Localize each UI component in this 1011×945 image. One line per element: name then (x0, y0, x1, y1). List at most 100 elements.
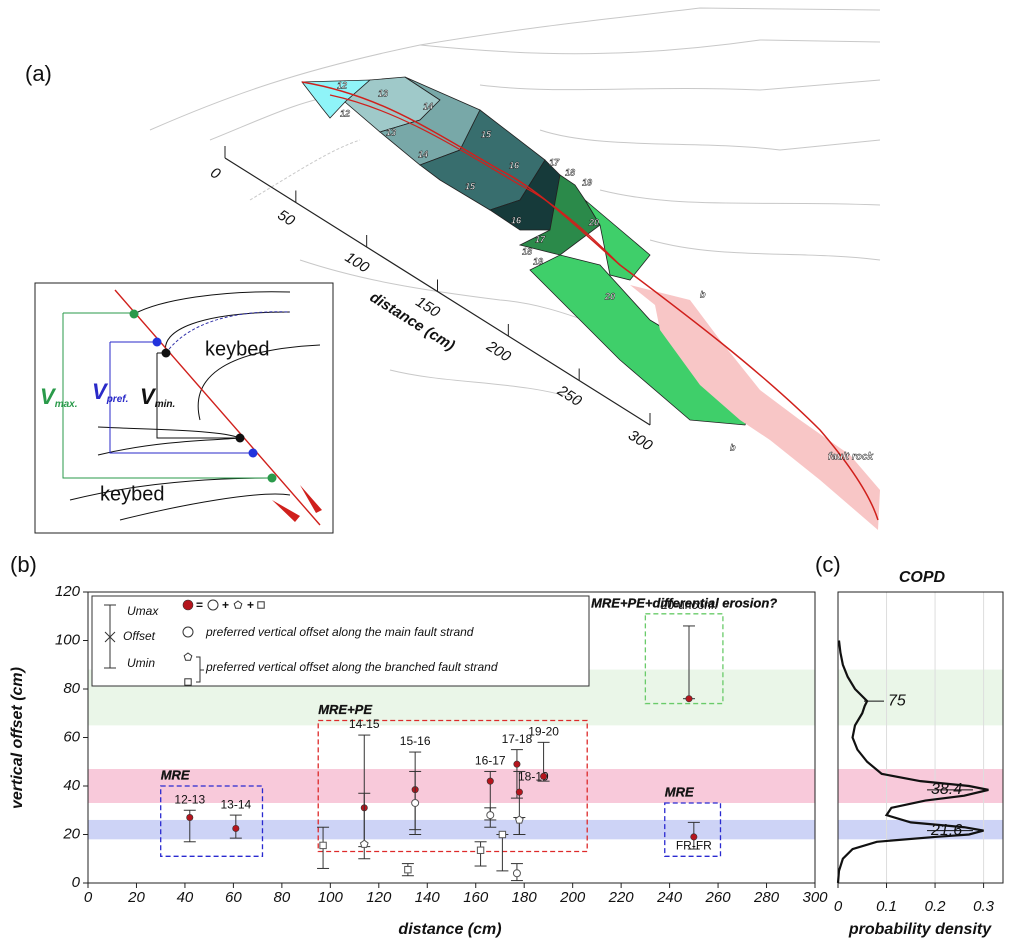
x-tick-label: 200 (559, 889, 586, 906)
point-label: 14-15 (349, 717, 380, 731)
b-label: b (700, 289, 706, 299)
unit-label: 20 (588, 217, 599, 227)
unit-label: 15 (481, 129, 492, 139)
x-tick-label: 40 (177, 889, 194, 906)
point (540, 773, 546, 779)
y-tick-label: 100 (55, 631, 81, 648)
x-tick-label: 180 (512, 889, 538, 906)
unit-label: 12 (337, 80, 347, 90)
y-tick-label: 20 (62, 825, 80, 842)
axis-title: distance (cm) (367, 289, 458, 355)
legend-text: preferred vertical offset along the main… (205, 625, 474, 639)
point (405, 866, 411, 872)
point (183, 600, 193, 610)
point-label: 12-13 (174, 792, 205, 806)
x-tick-label: 0.3 (973, 898, 995, 915)
x-tick-label: 0 (84, 889, 93, 906)
point (487, 778, 493, 784)
fault-rock (630, 285, 880, 530)
unit-label: 17 (549, 157, 560, 167)
point (320, 842, 326, 848)
y-tick-label: 40 (63, 777, 80, 794)
x-tick-label: 260 (705, 889, 732, 906)
axis-tick-label: 100 (342, 249, 373, 277)
legend-text: + (247, 598, 254, 612)
y-axis-title: vertical offset (cm) (9, 667, 26, 809)
unit-label: 12 (340, 108, 350, 118)
point (185, 679, 191, 685)
point-label: 15-16 (400, 734, 431, 748)
point (499, 831, 505, 837)
point-label: 20-unconf. (661, 598, 718, 612)
point (514, 761, 520, 767)
point (360, 840, 368, 847)
peak-label: 75 (888, 692, 906, 709)
unit-label: 14 (418, 149, 428, 159)
point (187, 814, 193, 820)
unit-label: 13 (378, 88, 388, 98)
unit-label: 17 (535, 234, 546, 244)
panel-label: (b) (10, 552, 37, 577)
axis-tick-label: 200 (483, 337, 515, 366)
x-tick-label: 240 (656, 889, 683, 906)
unit-label: 18 (565, 167, 575, 177)
x-tick-label: 160 (463, 889, 489, 906)
unit-label: 19 (582, 177, 592, 187)
point (513, 870, 520, 877)
band (88, 820, 815, 839)
legend-text: + (222, 598, 229, 612)
point-label: 13-14 (220, 797, 251, 811)
point-label: FR-FR (676, 839, 712, 853)
axis-tick-label: 300 (625, 427, 656, 455)
inset-frame (35, 283, 333, 533)
x-tick-label: 140 (415, 889, 441, 906)
unit-label: 20 (604, 291, 615, 301)
y-tick-label: 60 (63, 728, 80, 745)
y-tick-label: 0 (72, 874, 81, 891)
point (686, 696, 692, 702)
point (258, 602, 264, 608)
keybed-label: keybed (205, 338, 270, 360)
unit-label: 14 (423, 101, 433, 111)
legend-text: Umin (127, 656, 155, 670)
point-label: 16-17 (475, 754, 506, 768)
chart-title: COPD (899, 569, 946, 586)
axis-tick-label: 50 (275, 206, 299, 230)
legend-text: preferred vertical offset along the bran… (205, 660, 498, 674)
point (412, 799, 419, 806)
x-tick-label: 0 (834, 898, 843, 915)
x-tick-label: 280 (753, 889, 780, 906)
unit-label: 16 (511, 215, 522, 225)
point (233, 825, 239, 831)
legend-text: = (196, 598, 203, 612)
y-tick-label: 120 (55, 583, 81, 600)
panel-label: (c) (815, 552, 841, 577)
x-axis-title: distance (cm) (398, 921, 501, 938)
x-tick-label: 0.1 (876, 898, 897, 915)
x-tick-label: 0.2 (925, 898, 947, 915)
x-tick-label: 80 (274, 889, 291, 906)
x-tick-label: 300 (802, 889, 828, 906)
figure: (a) distance (cm) fault rock keybed keyb… (0, 0, 1011, 945)
band (838, 769, 1003, 803)
point-label: 19-20 (528, 725, 559, 739)
x-tick-label: 120 (366, 889, 392, 906)
x-axis-title: probability density (848, 921, 992, 938)
keybed-label: keybed (100, 483, 165, 505)
x-tick-label: 100 (318, 889, 344, 906)
x-tick-label: 20 (127, 889, 145, 906)
fault-rock-label: fault rock (828, 452, 873, 463)
legend-text: Umax (127, 604, 159, 618)
axis-tick-label: 0 (207, 164, 224, 183)
legend: Umax Offset Umin = + + preferred vertical offs… (92, 596, 589, 686)
axis-tick-label: 250 (553, 382, 585, 411)
legend-text: Offset (123, 629, 156, 643)
group-label: MRE (665, 784, 694, 799)
point (487, 812, 494, 819)
v-subscript: pref. (106, 394, 129, 405)
x-tick-label: 60 (225, 889, 242, 906)
unit-label: 18 (522, 246, 532, 256)
point (183, 627, 193, 637)
unit-label: 19 (533, 256, 543, 266)
v-subscript: min. (155, 399, 176, 410)
